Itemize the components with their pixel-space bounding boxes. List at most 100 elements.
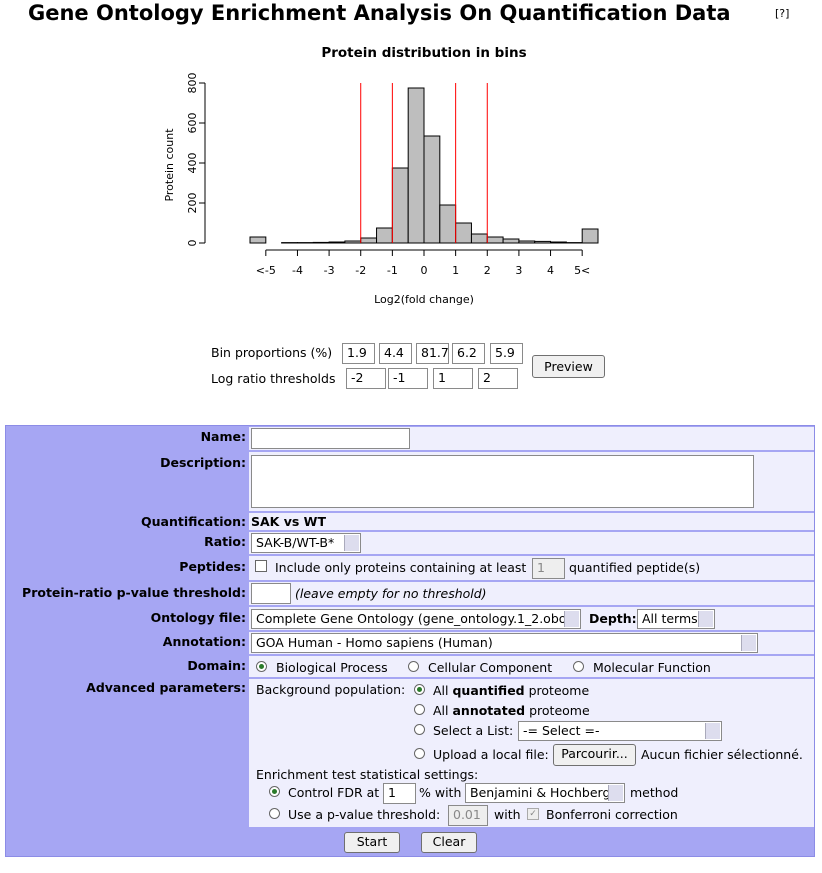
bar xyxy=(391,167,409,244)
fdr-method-select[interactable]: Benjamini & Hochberg xyxy=(465,783,625,803)
ontology-label: Ontology file: xyxy=(150,610,246,625)
bar xyxy=(486,236,504,244)
y-tick-label: 200 xyxy=(186,193,199,214)
text: quantified xyxy=(452,683,525,698)
bar xyxy=(455,222,472,244)
radio[interactable] xyxy=(414,684,425,695)
pval-with: with xyxy=(494,807,521,822)
bar xyxy=(249,236,267,244)
pval-input[interactable]: 0.01 xyxy=(448,805,488,826)
list-select[interactable]: -= Select =- xyxy=(518,721,722,741)
text: proteome xyxy=(528,683,590,698)
peptides-text: quantified peptide(s) xyxy=(569,560,701,575)
x-tick-label: <-5 xyxy=(256,264,276,277)
y-tick-label: 600 xyxy=(186,113,199,134)
proportion-input[interactable]: 6.2 xyxy=(452,343,485,364)
radio[interactable] xyxy=(414,724,425,735)
fdr-label: Control FDR at xyxy=(288,785,380,800)
fdr-input[interactable]: 1 xyxy=(383,783,416,804)
x-tick-label: 1 xyxy=(452,264,459,277)
pvalue-input[interactable] xyxy=(251,583,291,604)
x-tick-label: -2 xyxy=(355,264,366,277)
background-option: All annotated proteome xyxy=(433,703,590,719)
ratio-select[interactable]: SAK-B/WT-B* xyxy=(251,533,361,553)
radio[interactable] xyxy=(269,786,280,797)
radio[interactable] xyxy=(256,661,267,672)
annotation-select[interactable]: GOA Human - Homo sapiens (Human) xyxy=(251,633,758,653)
proportion-input[interactable]: 1.9 xyxy=(342,343,375,364)
x-tick-label: -4 xyxy=(292,264,303,277)
cell xyxy=(249,656,814,677)
x-tick-label: -1 xyxy=(387,264,398,277)
upload-label: Upload a local file: xyxy=(433,747,549,762)
bar xyxy=(360,237,378,244)
pvalue-label: Protein-ratio p-value threshold: xyxy=(22,585,246,600)
threshold-input[interactable]: -2 xyxy=(346,368,386,389)
ontology-select[interactable]: Complete Gene Ontology (gene_ontology.1_… xyxy=(251,609,581,629)
x-tick-label: -3 xyxy=(324,264,335,277)
x-tick-label: 5< xyxy=(574,264,590,277)
x-tick-label: 3 xyxy=(515,264,522,277)
threshold-input[interactable]: -1 xyxy=(388,368,428,389)
x-tick-label: 4 xyxy=(547,264,554,277)
y-tick-label: 400 xyxy=(186,153,199,174)
text: annotated xyxy=(452,703,526,718)
name-label: Name: xyxy=(200,429,246,444)
bar xyxy=(328,241,346,244)
bar xyxy=(502,238,520,244)
bar xyxy=(550,241,567,244)
peptides-text: Include only proteins containing at leas… xyxy=(275,560,527,575)
peptides-checkbox[interactable] xyxy=(255,560,267,572)
bonferroni-checkbox[interactable]: ✓ xyxy=(527,808,539,820)
bar xyxy=(470,233,488,244)
description-input[interactable] xyxy=(251,455,754,508)
ratio-label: Ratio: xyxy=(204,534,246,549)
background-option: All quantified proteome xyxy=(433,683,589,699)
thresholds-label: Log ratio thresholds xyxy=(211,371,336,386)
page-title: Gene Ontology Enrichment Analysis On Qua… xyxy=(28,1,731,25)
x-tick-label: 0 xyxy=(421,264,428,277)
bar xyxy=(581,228,599,244)
threshold-input[interactable]: 1 xyxy=(433,368,473,389)
bar xyxy=(423,135,441,244)
depth-select[interactable]: All terms xyxy=(637,609,715,629)
pval-label: Use a p-value threshold: xyxy=(288,807,441,822)
name-input[interactable] xyxy=(251,428,410,449)
bar xyxy=(407,87,425,244)
bar xyxy=(439,204,457,244)
annotation-label: Annotation: xyxy=(162,634,246,649)
domain-option: Cellular Component xyxy=(428,660,553,675)
help-link[interactable]: [?] xyxy=(775,7,790,20)
cell xyxy=(249,513,814,530)
radio[interactable] xyxy=(408,661,419,672)
peptides-label: Peptides: xyxy=(179,559,246,574)
radio[interactable] xyxy=(414,704,425,715)
bar xyxy=(312,241,330,244)
y-tick-label: 0 xyxy=(186,240,199,247)
fdr-after: method xyxy=(630,785,679,800)
clear-button[interactable]: Clear xyxy=(421,832,477,853)
histogram: Protein distribution in bins Log2(fold c… xyxy=(163,45,599,306)
proportion-input[interactable]: 81.7 xyxy=(416,343,449,364)
text: All xyxy=(433,683,449,698)
cell xyxy=(249,532,814,554)
description-label: Description: xyxy=(160,455,246,470)
domain-label: Domain: xyxy=(187,658,246,673)
browse-button[interactable]: Parcourir... xyxy=(553,744,636,766)
radio[interactable] xyxy=(414,748,425,759)
quantification-label: Quantification: xyxy=(141,514,246,529)
peptides-min[interactable]: 1 xyxy=(532,558,565,579)
y-axis-label: Protein count xyxy=(163,128,176,202)
proportion-input[interactable]: 5.9 xyxy=(490,343,523,364)
radio[interactable] xyxy=(573,661,584,672)
proportion-input[interactable]: 4.4 xyxy=(379,343,412,364)
domain-option: Biological Process xyxy=(276,660,388,675)
depth-label: Depth: xyxy=(589,611,637,626)
start-button[interactable]: Start xyxy=(344,832,400,853)
preview-button[interactable]: Preview xyxy=(532,355,605,378)
cell xyxy=(249,582,814,605)
radio[interactable] xyxy=(269,808,280,819)
threshold-input[interactable]: 2 xyxy=(478,368,518,389)
text: All xyxy=(433,703,449,718)
upload-status: Aucun fichier sélectionné. xyxy=(641,747,803,762)
